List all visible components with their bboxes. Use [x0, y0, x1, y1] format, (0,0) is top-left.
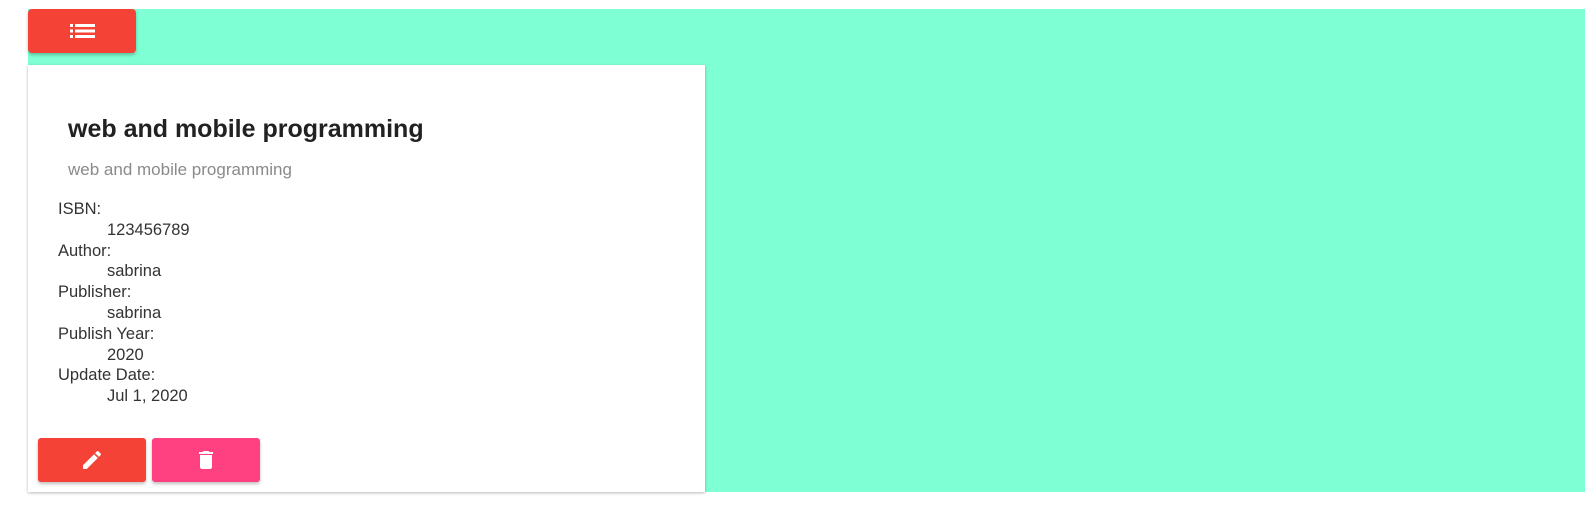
publisher-label: Publisher:	[58, 283, 132, 302]
pencil-icon	[80, 448, 104, 472]
author-value: sabrina	[107, 262, 162, 281]
isbn-value: 123456789	[107, 220, 190, 239]
book-subtitle: web and mobile programming	[68, 160, 292, 179]
list-button[interactable]	[28, 9, 136, 53]
update-date-label: Update Date:	[58, 366, 156, 385]
trash-icon	[194, 448, 218, 472]
book-card: web and mobile programming web and mobil…	[28, 65, 705, 492]
isbn-label: ISBN:	[58, 200, 102, 218]
publish-year-label: Publish Year:	[58, 324, 155, 343]
update-date-value: Jul 1, 2020	[107, 387, 188, 406]
book-details: ISBN: 123456789 Author: sabrina Publishe…	[58, 199, 190, 407]
list-icon	[69, 23, 95, 39]
publisher-value: sabrina	[107, 303, 162, 322]
author-label: Author:	[58, 241, 112, 260]
book-title: web and mobile programming	[68, 115, 424, 143]
edit-button[interactable]	[38, 438, 146, 482]
delete-button[interactable]	[152, 438, 260, 482]
publish-year-value: 2020	[107, 345, 144, 364]
